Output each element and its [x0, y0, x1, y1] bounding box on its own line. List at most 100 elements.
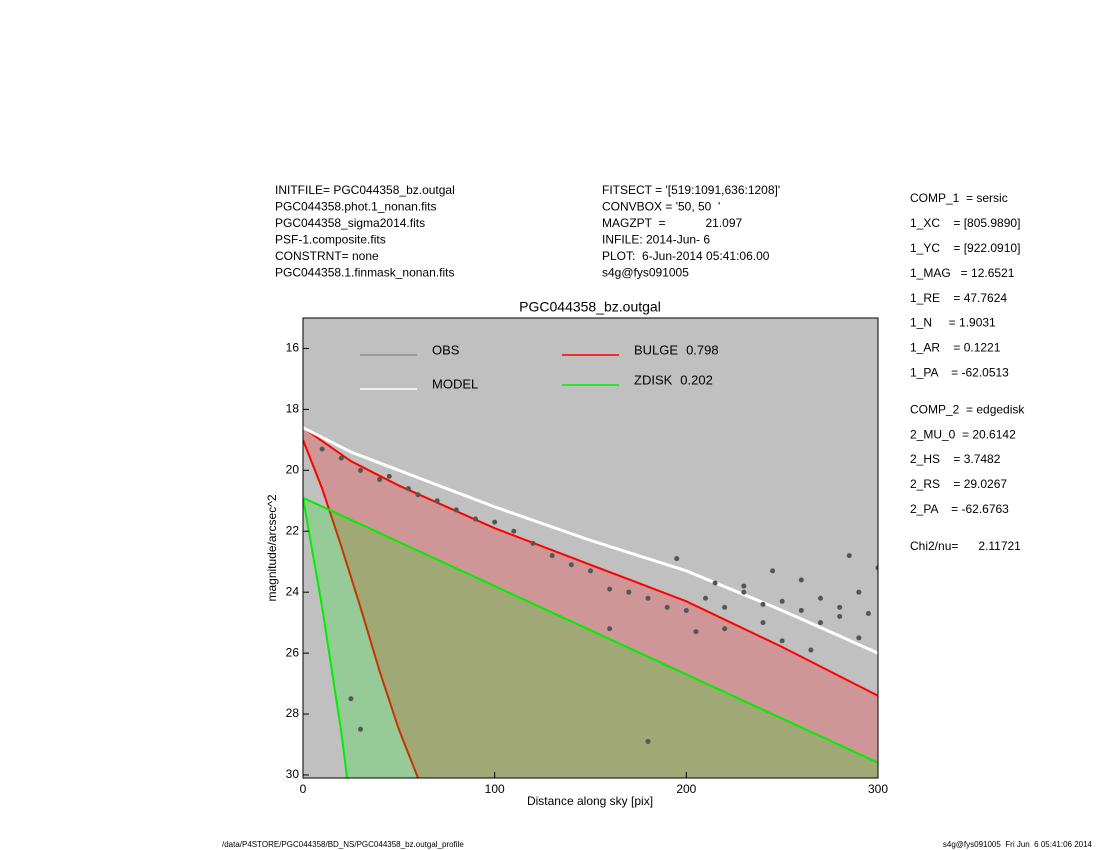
obs-point — [856, 635, 862, 641]
y-tick-label: 28 — [286, 706, 300, 720]
header-line: INITFILE= PGC044358_bz.outgal — [275, 183, 455, 197]
obs-point — [607, 586, 613, 592]
obs-point — [434, 498, 440, 504]
obs-point — [818, 595, 823, 601]
legend-fraction: 0.202 — [680, 372, 713, 387]
obs-point — [607, 626, 613, 632]
obs-point — [415, 492, 421, 498]
obs-point — [511, 528, 517, 534]
obs-point — [846, 553, 852, 559]
obs-point — [348, 696, 354, 702]
plot — [303, 426, 878, 778]
obs-point — [358, 726, 363, 732]
obs-point — [760, 601, 766, 607]
param-line: 1_MAG = 12.6521 — [910, 266, 1015, 280]
header-line: MAGZPT = 21.097 — [602, 216, 742, 230]
obs-point — [683, 607, 689, 613]
obs-point — [837, 614, 843, 620]
obs-point — [405, 486, 411, 492]
param-line: 2_RS = 29.0267 — [910, 477, 1007, 491]
header-line: INFILE: 2014-Jun- 6 — [602, 233, 710, 247]
obs-point — [779, 638, 785, 644]
obs-point — [798, 577, 804, 583]
obs-point — [865, 610, 871, 616]
param-line: COMP_2 = edgedisk — [910, 402, 1025, 416]
y-tick-label: 22 — [286, 523, 300, 537]
component-major — [303, 426, 878, 697]
component-area — [303, 427, 878, 778]
footer-right: s4g@fys091005 Fri Jun 6 05:41:06 2014 — [943, 840, 1093, 849]
param-line: COMP_1 = sersic — [910, 191, 1008, 205]
obs-point — [703, 595, 708, 601]
x-tick-label: 0 — [300, 782, 307, 796]
y-tick-label: 20 — [286, 462, 300, 476]
header-line: CONVBOX = '50, 50 ' — [602, 200, 720, 214]
obs-point — [798, 607, 804, 613]
param-line: 1_N = 1.9031 — [910, 316, 996, 330]
obs-point — [760, 620, 766, 626]
obs-point — [645, 738, 651, 744]
obs-point — [741, 589, 747, 595]
x-tick-label: 300 — [868, 782, 888, 796]
y-tick-label: 24 — [286, 584, 300, 598]
legend-fraction: 0.798 — [686, 342, 719, 357]
obs-point — [626, 589, 632, 595]
y-tick-label: 16 — [286, 341, 300, 355]
obs-point — [712, 580, 718, 586]
y-tick-label: 26 — [286, 645, 300, 659]
plot-background — [303, 318, 878, 778]
obs-point — [377, 476, 383, 482]
obs-point — [492, 519, 498, 525]
obs-point — [741, 583, 747, 589]
obs-point — [386, 473, 392, 479]
component-area — [303, 497, 878, 778]
obs-point — [588, 568, 593, 574]
obs-point — [674, 556, 680, 562]
component-minor — [303, 497, 349, 778]
obs-point — [837, 604, 843, 610]
legend-label: ZDISK — [634, 372, 673, 387]
plot-frame — [302, 317, 879, 779]
obs-point — [722, 604, 728, 610]
param-line: 1_PA = -62.0513 — [910, 365, 1009, 379]
x-axis-label: Distance along sky [pix] — [527, 794, 653, 808]
y-tick-label: 30 — [286, 767, 300, 781]
obs-point — [358, 467, 363, 473]
obs-point — [473, 516, 478, 522]
header-line: CONSTRNT= none — [275, 249, 379, 263]
obs-point — [453, 507, 459, 513]
param-line: 2_HS = 3.7482 — [910, 452, 1001, 466]
obs-point — [770, 568, 776, 574]
header-line: PGC044358.phot.1_nonan.fits — [275, 200, 436, 214]
obs-point — [645, 595, 651, 601]
obs-point — [549, 553, 555, 559]
obs-point — [779, 598, 785, 604]
legend-label: BULGE — [634, 342, 678, 357]
param-line: 2_MU_0 = 20.6142 — [910, 427, 1016, 441]
param-line: 1_XC = [805.9890] — [910, 216, 1020, 230]
component-major — [303, 496, 878, 764]
header-line: s4g@fys091005 — [602, 266, 689, 280]
y-tick-label: 18 — [286, 402, 300, 416]
x-tick-label: 100 — [485, 782, 505, 796]
header-line: PGC044358.1.finmask_nonan.fits — [275, 266, 454, 280]
legend-label: MODEL — [432, 376, 478, 391]
x-tick-label: 200 — [676, 782, 696, 796]
obs-point — [568, 562, 574, 568]
model-line — [303, 426, 878, 655]
param-line: 1_YC = [922.0910] — [910, 241, 1020, 255]
obs-point — [875, 565, 878, 571]
obs-point — [856, 589, 862, 595]
obs-point — [722, 626, 728, 632]
obs-point — [319, 446, 325, 452]
header-line: PLOT: 6-Jun-2014 05:41:06.00 — [602, 249, 770, 263]
obs-point — [693, 629, 699, 635]
obs-point — [664, 604, 670, 610]
param-line: 1_AR = 0.1221 — [910, 341, 1001, 355]
param-line: Chi2/nu= 2.11721 — [910, 539, 1021, 553]
footer-left: /data/P4STORE/PGC044358/BD_NS/PGC044358_… — [222, 840, 464, 849]
param-line: 1_RE = 47.7624 — [910, 291, 1007, 305]
param-line: 2_PA = -62.6763 — [910, 502, 1009, 516]
obs-point — [808, 647, 814, 653]
